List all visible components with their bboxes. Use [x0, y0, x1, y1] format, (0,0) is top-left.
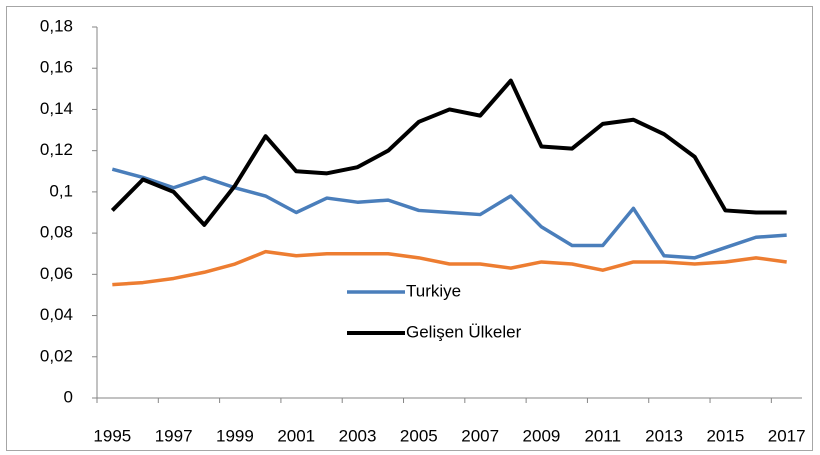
y-tick-label: 0 — [64, 387, 73, 406]
x-tick-label: 2011 — [584, 426, 621, 445]
chart-frame — [6, 6, 813, 451]
x-tick-label: 2003 — [339, 426, 377, 445]
y-tick-label: 0,06 — [40, 264, 73, 283]
x-tick-label: 2017 — [768, 426, 806, 445]
legend-label: Gelişen Ülkeler — [406, 322, 522, 341]
y-tick-label: 0,18 — [40, 16, 73, 35]
y-tick-label: 0,04 — [40, 305, 73, 324]
y-tick-label: 0,02 — [40, 346, 73, 365]
x-tick-label: 1997 — [155, 426, 193, 445]
x-tick-label: 2015 — [706, 426, 744, 445]
line-series — [111, 167, 787, 260]
y-tick-label: 0,12 — [40, 140, 73, 159]
y-tick-label: 0,1 — [49, 181, 73, 200]
x-tick-label: 2005 — [400, 426, 438, 445]
x-tick-label: 1999 — [216, 426, 254, 445]
y-tick-label: 0,14 — [40, 99, 73, 118]
x-tick-label: 2009 — [523, 426, 561, 445]
x-tick-label: 2013 — [645, 426, 683, 445]
x-tick-label: 2007 — [461, 426, 499, 445]
y-tick-label: 0,08 — [40, 223, 73, 242]
legend-label: Turkiye — [406, 281, 461, 300]
y-tick-label: 0,16 — [40, 58, 73, 77]
x-tick-label: 1995 — [93, 426, 131, 445]
line-series — [110, 78, 787, 227]
x-tick-label: 2001 — [277, 426, 315, 445]
line-series — [112, 249, 787, 287]
